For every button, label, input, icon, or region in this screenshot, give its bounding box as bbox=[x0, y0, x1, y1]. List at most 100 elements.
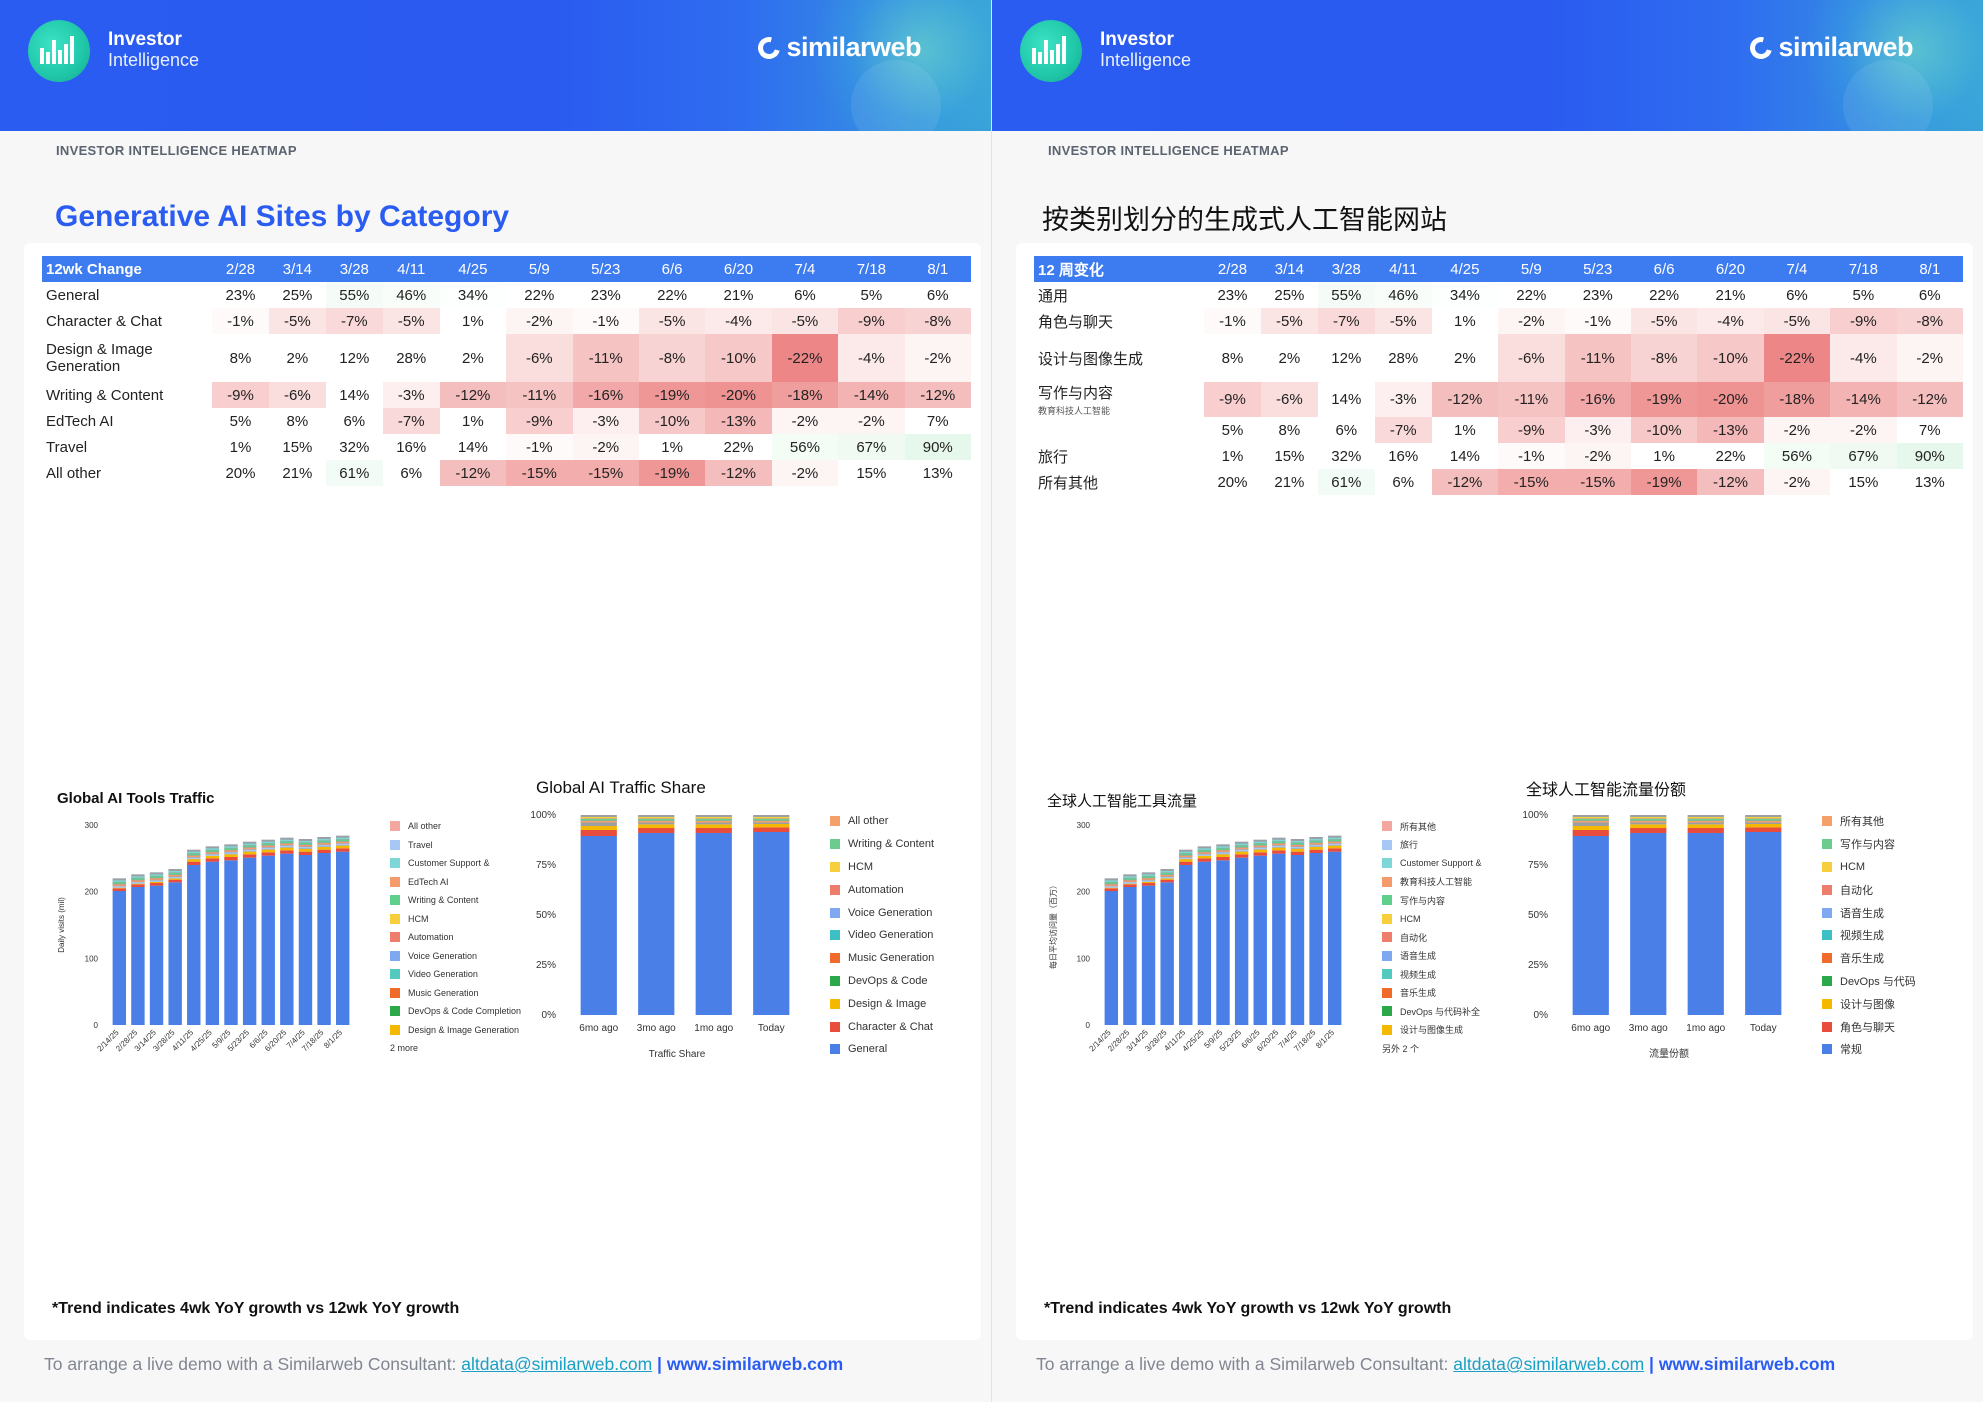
share-bar-segment bbox=[1687, 833, 1724, 1015]
heatmap-cell: -15% bbox=[1564, 469, 1631, 495]
y-tick-label: 25% bbox=[1528, 960, 1548, 971]
legend-swatch bbox=[1382, 858, 1392, 869]
heatmap-cell: -5% bbox=[382, 308, 440, 334]
trend-footnote: *Trend indicates 4wk YoY growth vs 12wk … bbox=[1044, 1300, 1452, 1317]
footer-email-link[interactable]: altdata@similarweb.com bbox=[1453, 1354, 1645, 1374]
legend-swatch bbox=[830, 930, 840, 941]
legend-swatch bbox=[830, 1021, 840, 1032]
bar-segment-stripe bbox=[280, 841, 294, 844]
bar-segment bbox=[1309, 847, 1323, 850]
bar-segment-stripe bbox=[261, 843, 275, 846]
legend-label: Writing & Content bbox=[408, 895, 479, 906]
heatmap-cell: -9% bbox=[212, 382, 269, 408]
bar-segment bbox=[168, 877, 182, 880]
legend-swatch bbox=[1822, 930, 1832, 941]
bar-segment bbox=[1327, 845, 1342, 849]
share-bar-segment bbox=[695, 824, 732, 828]
bar-segment-stripe bbox=[1179, 855, 1193, 858]
footer-text: To arrange a live demo with a Similarweb… bbox=[44, 1354, 462, 1374]
y-tick-label: 200 bbox=[85, 888, 99, 897]
heatmap-table: 12wk Change 2/28 3/14 3/28 4/11 4/25 5/9 5/23 6/… bbox=[42, 256, 971, 486]
heatmap-cell: 6% bbox=[1317, 417, 1375, 443]
table-row: Design & Image Generation 8% 2% 12% 28% 2% -6%… bbox=[42, 334, 971, 382]
legend-item: 教育科技人工智能 bbox=[1382, 873, 1482, 892]
bar-segment bbox=[205, 855, 220, 859]
share-bar-segment bbox=[753, 827, 790, 832]
legend-label: 视频生成 bbox=[1840, 930, 1884, 943]
share-stacked-bar-chart: 0% 25% 50% 75% 100% 6mo ago 3mo ago 1mo ago Toda… bbox=[530, 810, 790, 1060]
x-tick-label: 5/23/25 bbox=[1218, 1028, 1244, 1054]
legend-swatch bbox=[1382, 987, 1392, 998]
column-header-date: 7/18 bbox=[1830, 256, 1897, 282]
legend-swatch bbox=[830, 953, 840, 964]
legend-item: HCM bbox=[390, 910, 521, 929]
heatmap-cell: -11% bbox=[1564, 334, 1631, 382]
column-header-date: 3/28 bbox=[325, 256, 383, 282]
bar-segment bbox=[224, 857, 238, 861]
bar-segment bbox=[131, 884, 145, 887]
heatmap-cell: 15% bbox=[1260, 443, 1318, 469]
legend-swatch bbox=[1822, 861, 1832, 872]
heatmap-cell: 14% bbox=[1317, 382, 1375, 417]
share-bar-stripe bbox=[1687, 821, 1724, 823]
heatmap-cell: -12% bbox=[1431, 469, 1499, 495]
bar-segment-stripe bbox=[1216, 852, 1230, 854]
bar-segment bbox=[1141, 885, 1156, 1025]
heatmap-cell: -9% bbox=[1204, 382, 1261, 417]
table-row: EdTech AI 5% 8% 6% -7% 1% -9% -3% -10% -13% -2% -2%… bbox=[42, 408, 971, 434]
column-header-date: 4/25 bbox=[439, 256, 507, 282]
bar-segment bbox=[131, 887, 145, 1025]
heatmap-cell: 1% bbox=[439, 408, 507, 434]
legend-label: Music Generation bbox=[848, 952, 935, 965]
heatmap-cell: 8% bbox=[268, 408, 326, 434]
heatmap-cell: 1% bbox=[1431, 308, 1499, 334]
heatmap-cell: 15% bbox=[1830, 469, 1897, 495]
legend-swatch bbox=[1822, 1044, 1832, 1055]
table-row: 通用 23% 25% 55% 46% 34% 22% 23% 22% 21% 6% 5% 6% bbox=[1034, 282, 1963, 308]
heatmap-cell: 6% bbox=[904, 282, 971, 308]
bar-segment-stripe bbox=[335, 839, 350, 842]
bar-segment bbox=[1234, 851, 1249, 855]
bar-segment bbox=[261, 852, 275, 856]
row-category-label: EdTech AI bbox=[46, 412, 114, 430]
bar-segment bbox=[1123, 874, 1137, 883]
legend-item: Music Generation bbox=[390, 984, 521, 1003]
footer-site-link[interactable]: www.similarweb.com bbox=[1658, 1354, 1836, 1374]
heatmap-cell: 21% bbox=[705, 282, 772, 308]
column-header-date: 8/1 bbox=[1896, 256, 1963, 282]
share-bar-segment bbox=[638, 824, 675, 828]
bar-segment bbox=[280, 853, 294, 1025]
footer-email-link[interactable]: altdata@similarweb.com bbox=[461, 1354, 653, 1374]
heatmap-cell: -8% bbox=[904, 308, 971, 334]
bar-segment-stripe bbox=[1253, 843, 1267, 846]
legend-label: 教育科技人工智能 bbox=[1400, 877, 1473, 888]
heatmap-cell: -2% bbox=[572, 434, 639, 460]
bar-segment bbox=[1160, 882, 1174, 1025]
heatmap-cell: -2% bbox=[904, 334, 971, 382]
bar-segment bbox=[205, 861, 220, 1025]
legend-item: DevOps 与代码 bbox=[1822, 970, 1916, 993]
heatmap-cell: 15% bbox=[838, 460, 905, 486]
x-tick-label: 8/1/25 bbox=[1314, 1028, 1336, 1050]
table-row: Travel 1% 15% 32% 16% 14% -1% -2% 1% 22% 56% 67% 90% bbox=[42, 434, 971, 460]
heatmap-cell: 1% bbox=[439, 308, 507, 334]
legend-swatch bbox=[390, 1024, 400, 1035]
legend-item: 音乐生成 bbox=[1822, 947, 1916, 970]
legend-item: Music Generation bbox=[830, 947, 934, 970]
bar-segment bbox=[1327, 851, 1342, 1025]
legend-label: DevOps & Code bbox=[848, 974, 928, 987]
table-row: 角色与聊天 -1% -5% -7% -5% 1% -2% -1% -5% -4% -5% -9% -8% bbox=[1034, 308, 1963, 334]
heatmap-cell: -16% bbox=[572, 382, 639, 408]
bar-segment-stripe bbox=[298, 843, 313, 845]
share-bar-segment bbox=[1572, 836, 1609, 1015]
legend-swatch bbox=[390, 1006, 400, 1017]
column-header-date: 6/6 bbox=[1630, 256, 1698, 282]
y-tick-label: 100% bbox=[1522, 810, 1548, 821]
bar-segment-stripe bbox=[1327, 841, 1342, 844]
legend-item: DevOps 与代码补全 bbox=[1382, 1002, 1482, 1021]
heatmap-cell: -9% bbox=[1498, 417, 1565, 443]
y-tick-label: 0% bbox=[1534, 1010, 1549, 1021]
footer-site-link[interactable]: www.similarweb.com bbox=[666, 1354, 844, 1374]
heatmap-cell: -12% bbox=[1896, 382, 1963, 417]
heatmap-cell: 14% bbox=[439, 434, 507, 460]
